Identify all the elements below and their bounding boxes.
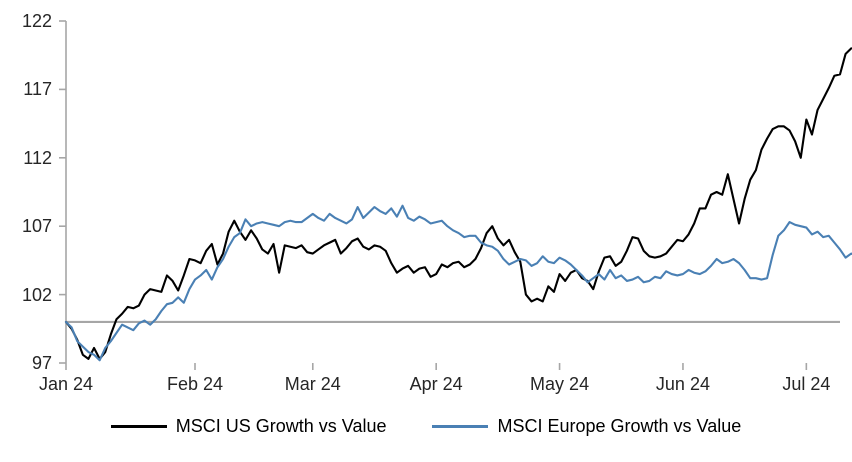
x-axis-tick-label: May 24 [530,374,590,394]
x-axis-tick-label: Jan 24 [38,374,94,394]
legend-item-label: MSCI Europe Growth vs Value [497,416,742,436]
legend-line-swatch-icon [110,425,167,428]
y-axis-tick-label: 122 [21,11,52,31]
x-axis-tick-label: Mar 24 [284,374,341,394]
series-line-europe [64,204,852,362]
x-axis-tick-label: Jul 24 [782,374,831,394]
y-axis-tick-label: 102 [21,284,52,305]
y-axis-tick-label: 117 [23,79,52,100]
legend-line-swatch-icon [432,425,489,428]
series-layer [64,47,852,362]
series-line-us [64,47,852,360]
x-axis-tick-label: Feb 24 [166,374,224,394]
legend-item-label: MSCI US Growth vs Value [175,416,387,436]
y-axis-tick-label: 112 [23,147,52,168]
x-axis-tick-label: Jun 24 [655,374,710,394]
axis-layer [59,20,808,370]
y-axis-tick-label: 97 [31,353,52,373]
legend-item-us[interactable]: MSCI US Growth vs Value [110,416,387,437]
legend-item-europe[interactable]: MSCI Europe Growth vs Value [432,416,741,437]
y-axis-tick-label: 107 [21,216,52,237]
chart-legend: MSCI US Growth vs Value MSCI Europe Growt… [0,416,852,437]
x-axis-tick-label: Apr 24 [409,374,463,394]
